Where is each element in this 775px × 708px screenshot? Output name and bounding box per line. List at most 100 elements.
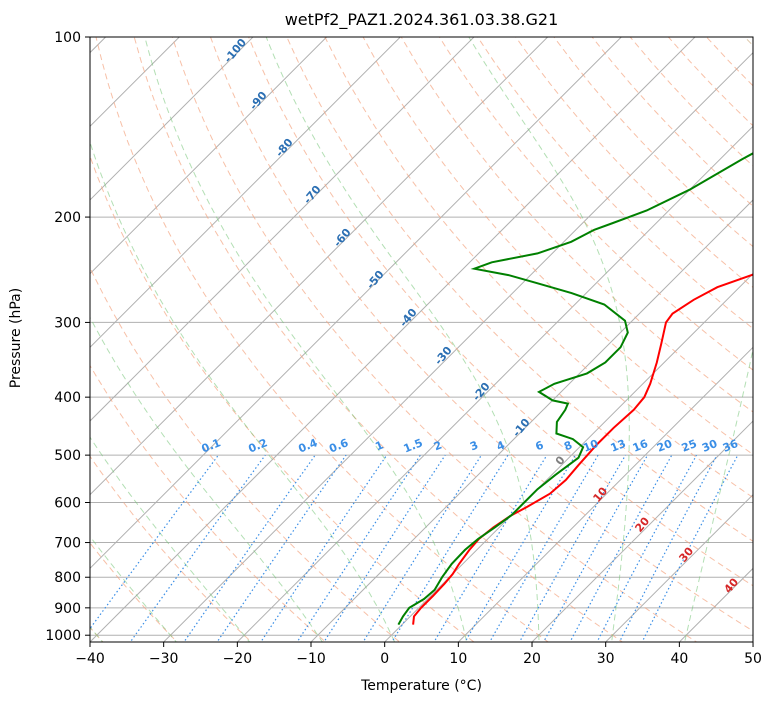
dry-adiabat [286,37,753,542]
isotherm-gridline [90,37,549,496]
mixing-ratio-label: 36 [721,437,740,455]
mixing-ratio-label: 0.6 [327,436,350,455]
dry-adiabat [438,37,753,371]
moist-adiabat [90,316,323,642]
dry-adiabat [171,37,698,642]
plot-frame [89,36,754,643]
temperature-profile-line [412,273,753,625]
moist-adiabat [90,436,251,642]
moist-adiabat [468,37,630,642]
isotherm-gridline [90,37,328,275]
x-tick-label: 10 [449,651,467,667]
isotherm-gridline [383,272,753,642]
mixing-ratio-line [296,454,421,642]
mixing-ratio-line [569,454,673,642]
moist-adiabat [753,37,775,660]
dewpoint-profile-line [397,152,753,626]
isotherm-gridline [310,199,753,642]
dry-adiabat [400,37,753,413]
y-tick-label: 100 [54,30,81,46]
axes: −40 −30 −20 −10 0 10 20 30 40 5010020030040050060… [45,30,762,667]
dry-adiabat [90,455,253,642]
moist-adiabat [90,626,104,642]
moist-adiabat [90,140,396,642]
mixing-ratio-line [618,454,718,642]
moist-adiabat [265,37,540,642]
dry-adiabat-label: -80 [273,136,296,160]
x-tick-label: 50 [744,651,762,667]
mixing-ratio-label: 10 [581,437,600,455]
mixing-ratio-label: 30 [700,437,719,455]
dry-adiabat-label: -90 [247,89,270,113]
mixing-ratio-line [542,454,649,642]
x-tick-label: −30 [149,651,179,667]
mixing-ratio-line [129,454,266,642]
dry-adiabat-label: -50 [364,268,387,292]
x-tick-label: 20 [523,651,541,667]
dry-adiabat [133,37,624,642]
isotherm-gridline [90,37,475,422]
dry-adiabat-label: -60 [331,226,354,250]
mixing-ratio-label: 0.2 [246,436,269,455]
dry-adiabat [362,37,753,456]
dry-adiabat [324,37,753,499]
chart-title: wetPf2_PAZ1.2024.361.03.38.G21 [284,10,559,29]
mixing-ratio-label: 16 [631,437,650,455]
y-tick-label: 300 [54,315,81,331]
isotherm-gridline [90,37,696,642]
y-tick-label: 800 [54,570,81,586]
mixing-ratio-line [216,454,347,642]
dry-adiabat-label: -20 [470,380,493,404]
dry-adiabat-label: 30 [676,544,696,564]
dry-adiabat [95,37,550,642]
mixing-ratio-label: 6 [534,438,546,453]
y-tick-label: 900 [54,601,81,617]
y-tick-label: 200 [54,210,81,226]
mixing-ratio-label: 8 [562,438,574,453]
dry-adiabat [248,37,753,587]
x-tick-label: −20 [223,651,253,667]
dry-adiabat [90,266,401,642]
mixing-ratio-line [518,454,627,642]
x-tick-label: −40 [75,651,105,667]
y-tick-label: 1000 [45,628,81,644]
dry-adiabat [90,364,327,642]
mixing-ratio-line [391,454,509,642]
dry-adiabat [90,154,475,642]
dry-adiabat-label: -100 [221,36,249,66]
line-labels: 0.1 0.2 0.4 0.6 1 1.5 2 3 4 6 8 10 13 16 20 25 30 36-100-… [200,36,742,596]
x-axis-label: Temperature (°C) [361,678,482,694]
isotherm-gridline [162,51,753,642]
mixing-ratio-line [183,454,316,642]
x-tick-label: 0 [380,651,389,667]
x-tick-label: 40 [670,651,688,667]
dry-adiabat-label: -70 [301,183,324,207]
isotherm-gridline [604,493,753,642]
dry-adiabat [210,37,753,632]
dry-adiabat [515,37,753,288]
y-tick-label: 700 [54,536,81,552]
isotherm-gridline [236,125,753,642]
dry-adiabat [90,626,104,642]
data-lines [397,152,753,626]
isotherm-gridline [90,37,181,128]
dry-adiabat [553,37,753,248]
mixing-ratio-label: 20 [655,437,674,455]
mixing-ratio-line [260,454,388,642]
isotherm-gridline [90,37,402,349]
isotherm-gridline [0,10,59,683]
dry-adiabat-label: 20 [632,514,652,534]
dry-adiabat [477,37,753,330]
mixing-ratio-label: 3 [468,438,480,453]
dry-adiabat-label: -40 [397,306,420,330]
mixing-ratio-line [362,454,482,642]
background-lines [0,10,775,683]
mixing-ratio-label: 2 [432,438,444,453]
mixing-ratio-line [641,454,739,642]
dry-adiabat-label: -30 [432,344,455,368]
y-tick-label: 500 [54,448,81,464]
x-tick-label: 30 [597,651,615,667]
mixing-ratio-line [464,454,576,642]
mixing-ratio-label: 1 [373,438,385,453]
